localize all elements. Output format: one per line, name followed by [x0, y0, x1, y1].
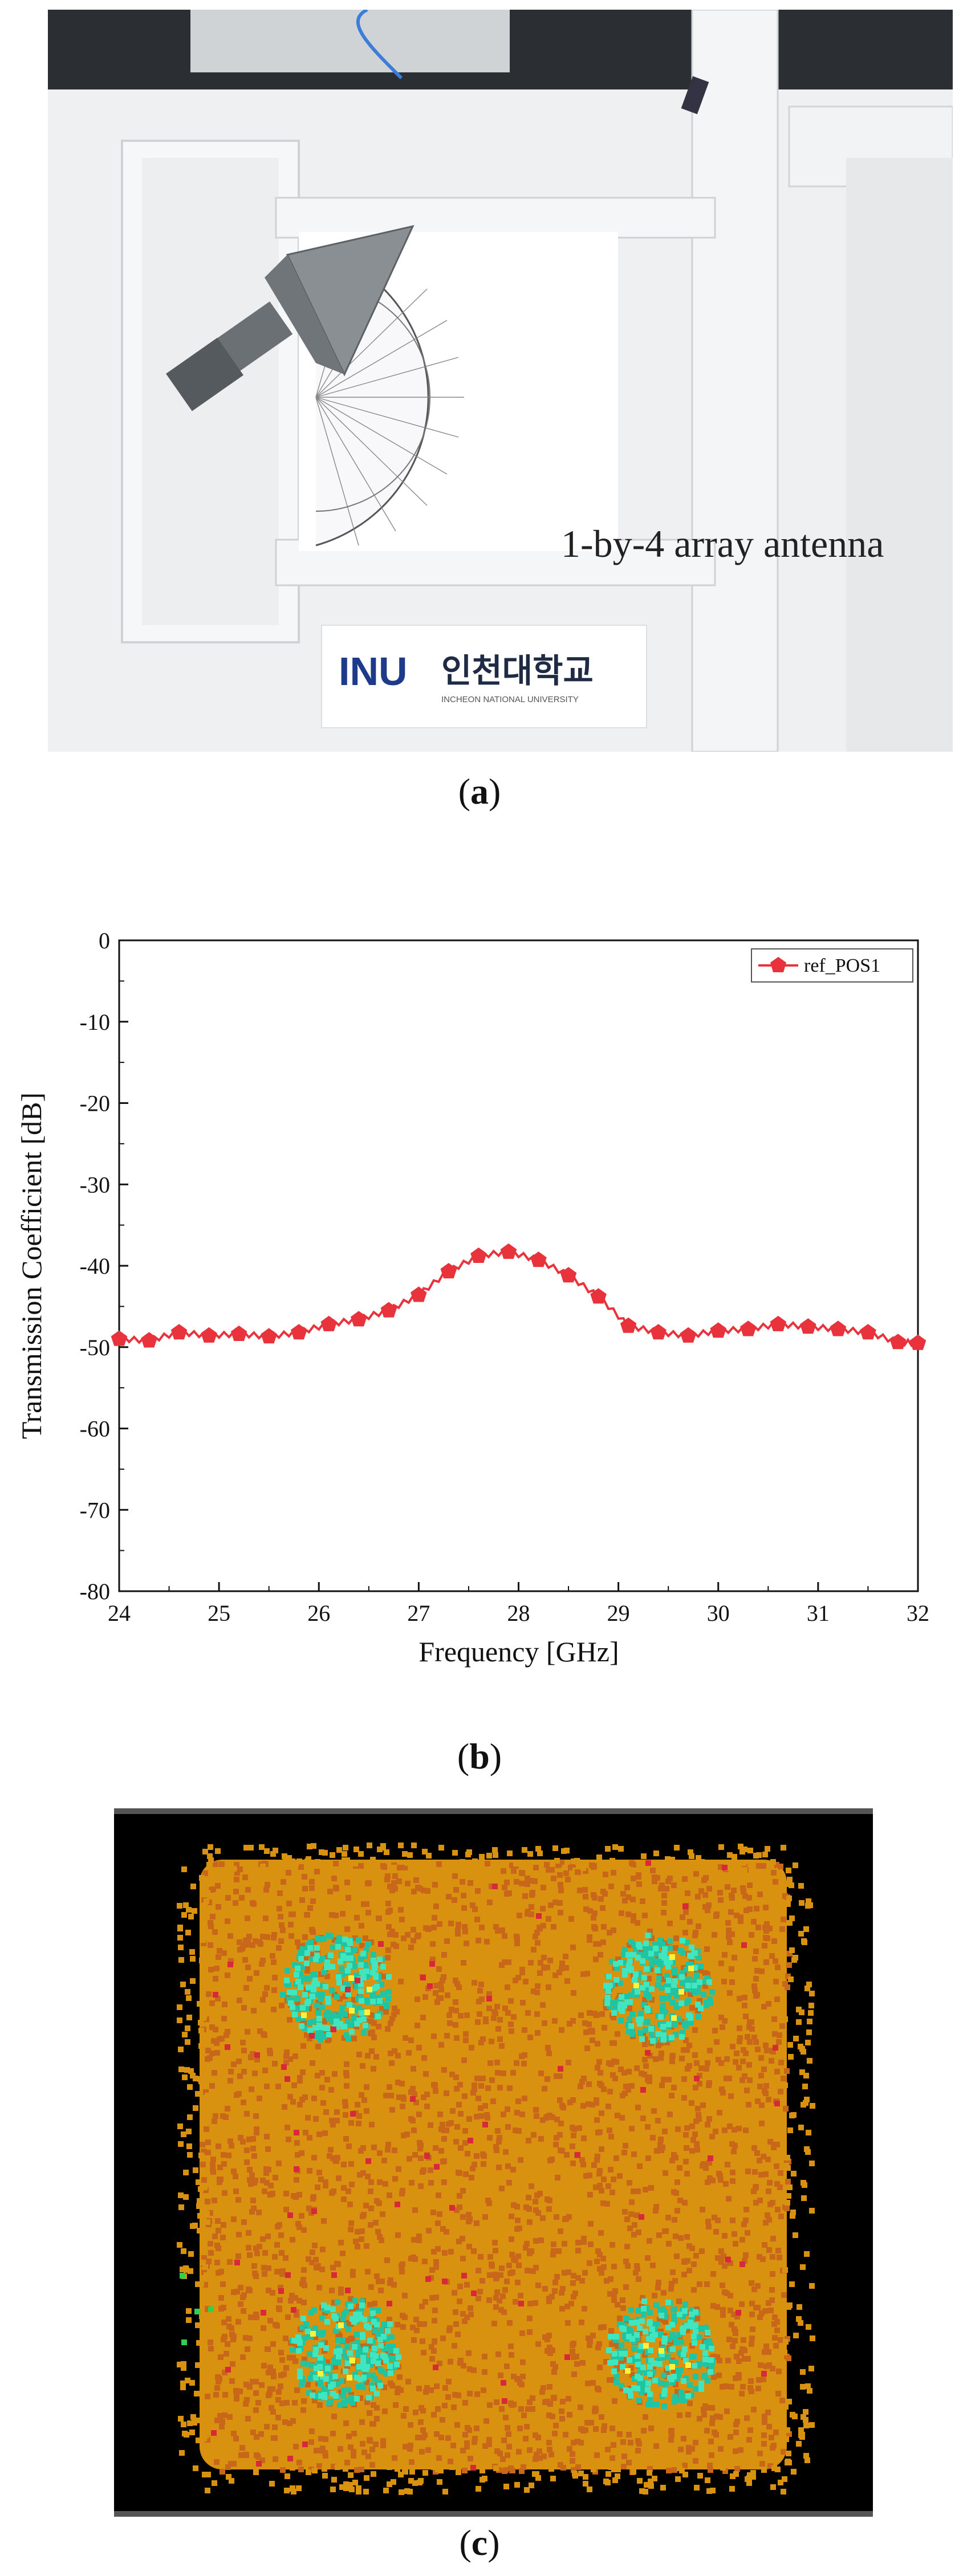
caption-b: (b): [457, 1736, 502, 1776]
caption-b-letter: b: [469, 1736, 490, 1776]
caption-c: (c): [459, 2522, 500, 2563]
x-tick-label: 24: [108, 1600, 131, 1626]
x-tick-label: 26: [307, 1600, 330, 1626]
map-top-border: [114, 1808, 873, 1814]
y-tick-label: -50: [80, 1335, 110, 1360]
legend-marker: [770, 957, 786, 972]
speckles: [180, 1860, 780, 2471]
data-point: [710, 1322, 726, 1338]
data-point: [141, 1332, 157, 1348]
data-point: [111, 1330, 128, 1346]
legend: ref_POS1: [751, 948, 913, 983]
x-tick-label: 27: [407, 1600, 430, 1626]
data-point: [380, 1302, 397, 1318]
x-tick-label: 30: [707, 1600, 730, 1626]
data-point: [650, 1324, 667, 1340]
antenna-setup-photo: 1-by-4 array antenna INU 인천대학교 INCHEON N…: [48, 10, 953, 752]
data-point: [590, 1288, 607, 1304]
photo-label: 1-by-4 array antenna: [561, 522, 884, 565]
data-point: [740, 1320, 757, 1336]
data-point: [909, 1334, 927, 1350]
x-tick-label: 32: [907, 1600, 929, 1626]
data-point: [291, 1324, 307, 1340]
data-point: [261, 1328, 277, 1344]
hotspot: [606, 2298, 716, 2409]
data-point: [530, 1252, 547, 1267]
data-point: [230, 1325, 247, 1341]
caption-a-letter: a: [470, 771, 489, 812]
data-point: [500, 1243, 517, 1259]
field-distribution-map: [114, 1808, 873, 2517]
y-tick-label: -60: [80, 1416, 110, 1442]
data-point: [560, 1267, 577, 1283]
caption-c-letter: c: [471, 2522, 488, 2563]
data-point: [860, 1324, 876, 1340]
series-line: [118, 1248, 919, 1348]
data-point: [201, 1327, 217, 1343]
hotspot: [290, 2298, 401, 2408]
caption-a: (a): [458, 771, 501, 812]
legend-label: ref_POS1: [804, 955, 880, 976]
y-tick-label: -40: [80, 1253, 110, 1279]
y-tick-label: 0: [99, 928, 110, 953]
university-name: 인천대학교: [441, 653, 594, 690]
data-point: [800, 1318, 816, 1334]
inu-logo: INU: [339, 649, 408, 694]
data-point: [320, 1315, 337, 1331]
plot-area: [118, 939, 919, 1592]
x-axis-title: Frequency [GHz]: [418, 1636, 619, 1668]
data-point: [440, 1263, 457, 1279]
y-tick-label: -20: [80, 1091, 110, 1116]
y-axis-title: Transmission Coefficient [dB]: [15, 1093, 47, 1439]
hotspot: [603, 1933, 715, 2044]
y-tick-label: -70: [80, 1497, 110, 1523]
data-point: [889, 1334, 907, 1350]
data-point: [351, 1311, 367, 1327]
x-tick-label: 29: [607, 1600, 630, 1626]
data-point: [620, 1317, 637, 1333]
x-tick-label: 28: [507, 1600, 530, 1626]
data-point: [411, 1286, 427, 1302]
y-tick-label: -80: [80, 1579, 110, 1604]
y-tick-label: -10: [80, 1009, 110, 1035]
data-point: [470, 1247, 487, 1263]
data-point: [170, 1324, 188, 1340]
university-subtitle: INCHEON NATIONAL UNIVERSITY: [441, 695, 579, 704]
data-point: [830, 1320, 847, 1336]
hotspot: [280, 1933, 392, 2043]
y-tick-label: -30: [80, 1172, 110, 1197]
data-point: [770, 1315, 787, 1331]
x-tick-label: 25: [208, 1600, 230, 1626]
x-tick-label: 31: [807, 1600, 830, 1626]
map-bottom-border: [114, 2511, 873, 2517]
transmission-chart: 24 25 26 27 28 29 30 31 32 0 -10 -20 -30 -40 -50 -60 -70…: [15, 928, 929, 1668]
data-point: [680, 1327, 697, 1343]
